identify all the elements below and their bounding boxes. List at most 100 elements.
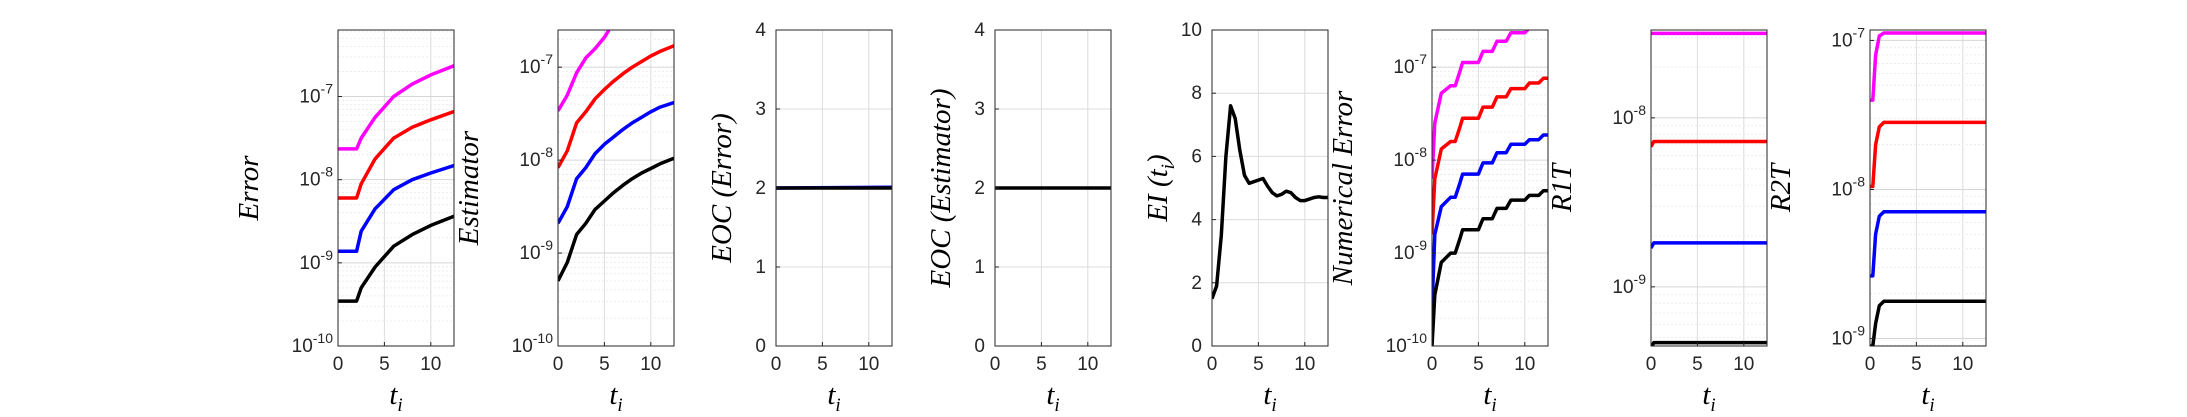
y-tick-label: 10-10 xyxy=(1386,330,1428,357)
series-line-4 xyxy=(1870,299,1986,346)
y-tick-label: 10 xyxy=(1181,20,1202,41)
y-tick-label: 0 xyxy=(974,336,985,357)
y-axis-label: EI (ti) xyxy=(1142,154,1179,222)
x-tick-label: 0 xyxy=(771,354,782,375)
chart-panel-7: 0 5 10 10-9 10-8 ti R1T xyxy=(1546,29,1768,416)
chart-panel-8: 0 5 10 10-9 10-8 10-7 ti R2T xyxy=(1765,24,1987,416)
series-line-2 xyxy=(1432,76,1548,235)
x-tick-label: 0 xyxy=(1427,354,1438,375)
series-line-1 xyxy=(1432,30,1530,179)
axes-box xyxy=(1650,29,1768,347)
series-line-3 xyxy=(558,100,674,225)
y-tick-label: 2 xyxy=(974,178,985,199)
x-tick-label: 5 xyxy=(817,354,828,375)
y-tick-label: 10-7 xyxy=(519,51,553,78)
y-tick-label: 2 xyxy=(755,178,766,199)
x-axis-label: ti xyxy=(1046,379,1059,416)
x-tick-label: 10 xyxy=(1294,354,1315,375)
y-tick-label: 8 xyxy=(1191,83,1202,104)
y-tick-label: 1 xyxy=(755,257,766,278)
chart-panel-5: 0 5 10 0 2 4 6 8 10 ti EI (ti) xyxy=(1142,20,1329,416)
y-axis-label: R1T xyxy=(1546,162,1578,213)
series-line-1 xyxy=(338,64,454,151)
x-tick-label: 0 xyxy=(333,354,344,375)
y-tick-label: 10-8 xyxy=(519,144,553,171)
x-tick-label: 10 xyxy=(420,354,441,375)
y-tick-label: 10-9 xyxy=(1612,271,1646,298)
axes-box xyxy=(1431,29,1549,347)
y-axis-label: R2T xyxy=(1765,162,1797,213)
series-line-2 xyxy=(558,44,674,169)
x-tick-label: 10 xyxy=(640,354,661,375)
axes-box xyxy=(337,29,455,347)
y-tick-label: 10-9 xyxy=(299,247,333,274)
y-tick-label: 10-7 xyxy=(1393,51,1427,78)
x-tick-label: 0 xyxy=(1646,354,1657,375)
chart-panel-2: 0 5 10 10-10 10-9 10-8 10-7 ti Estimator xyxy=(453,29,675,416)
y-tick-label: 1 xyxy=(974,257,985,278)
y-tick-label: 3 xyxy=(974,99,985,120)
y-tick-label: 6 xyxy=(1191,146,1202,167)
y-axis-label: Error xyxy=(233,155,265,222)
grid xyxy=(1431,30,1548,347)
x-axis-label: ti xyxy=(1921,379,1934,416)
x-tick-label: 0 xyxy=(1207,354,1218,375)
series-line-1 xyxy=(558,30,611,112)
x-tick-label: 5 xyxy=(599,354,610,375)
y-tick-label: 10-10 xyxy=(512,330,554,357)
axes-box xyxy=(1869,29,1987,347)
grid xyxy=(1650,30,1767,346)
series-line-3 xyxy=(338,163,454,253)
x-tick-label: 5 xyxy=(1911,354,1922,375)
y-tick-label: 10-9 xyxy=(1831,323,1865,350)
y-tick-label: 4 xyxy=(974,20,985,41)
y-tick-label: 10-9 xyxy=(519,237,553,264)
x-tick-label: 5 xyxy=(1692,354,1703,375)
axes-box xyxy=(1211,29,1329,347)
y-tick-label: 4 xyxy=(1191,210,1202,231)
x-axis-label: ti xyxy=(1263,379,1276,416)
y-tick-label: 0 xyxy=(1191,336,1202,357)
series-line-2 xyxy=(1870,120,1986,189)
x-tick-label: 0 xyxy=(1865,354,1876,375)
y-axis-label: EOC (Error) xyxy=(706,113,738,264)
series-line-4 xyxy=(1432,189,1548,346)
chart-panel-6: 0 5 10 10-10 10-9 10-8 10-7 ti Numerical Error xyxy=(1327,29,1549,416)
series-line-1 xyxy=(1212,104,1328,300)
series-line-4 xyxy=(338,214,454,303)
chart-panel-3: 0 5 10 0 1 2 3 4 ti EOC (Error) xyxy=(706,20,893,416)
series-line-1 xyxy=(1870,31,1986,102)
x-tick-label: 10 xyxy=(858,354,879,375)
series-line-3 xyxy=(1432,133,1548,309)
y-tick-label: 10-8 xyxy=(1612,102,1646,129)
y-tick-label: 0 xyxy=(755,336,766,357)
y-tick-label: 10-8 xyxy=(1393,144,1427,171)
x-tick-label: 10 xyxy=(1077,354,1098,375)
y-axis-label: EOC (Estimator) xyxy=(925,89,957,289)
x-tick-label: 0 xyxy=(990,354,1001,375)
y-tick-label: 10-7 xyxy=(299,81,333,108)
y-axis-label: Estimator xyxy=(453,130,485,246)
x-axis-label: ti xyxy=(827,379,840,416)
series-line-4 xyxy=(1651,340,1767,346)
y-tick-label: 10-8 xyxy=(1831,173,1865,200)
x-tick-label: 5 xyxy=(379,354,390,375)
grid xyxy=(557,30,674,347)
series-line-3 xyxy=(1870,210,1986,278)
series-line-4 xyxy=(558,156,674,282)
grid xyxy=(337,30,454,347)
y-tick-label: 10-7 xyxy=(1831,24,1865,51)
y-tick-label: 10-8 xyxy=(299,164,333,191)
series-line-2 xyxy=(338,109,454,200)
x-tick-label: 10 xyxy=(1514,354,1535,375)
series-line-2 xyxy=(1651,139,1767,148)
y-tick-label: 10-9 xyxy=(1393,237,1427,264)
x-axis-label: ti xyxy=(1702,379,1715,416)
x-axis-label: ti xyxy=(609,379,622,416)
x-tick-label: 10 xyxy=(1952,354,1973,375)
chart-panel-4: 0 5 10 0 1 2 3 4 ti EOC (Estimator) xyxy=(925,20,1112,416)
y-axis-label: Numerical Error xyxy=(1327,90,1359,286)
y-tick-label: 2 xyxy=(1191,273,1202,294)
x-tick-label: 5 xyxy=(1253,354,1264,375)
